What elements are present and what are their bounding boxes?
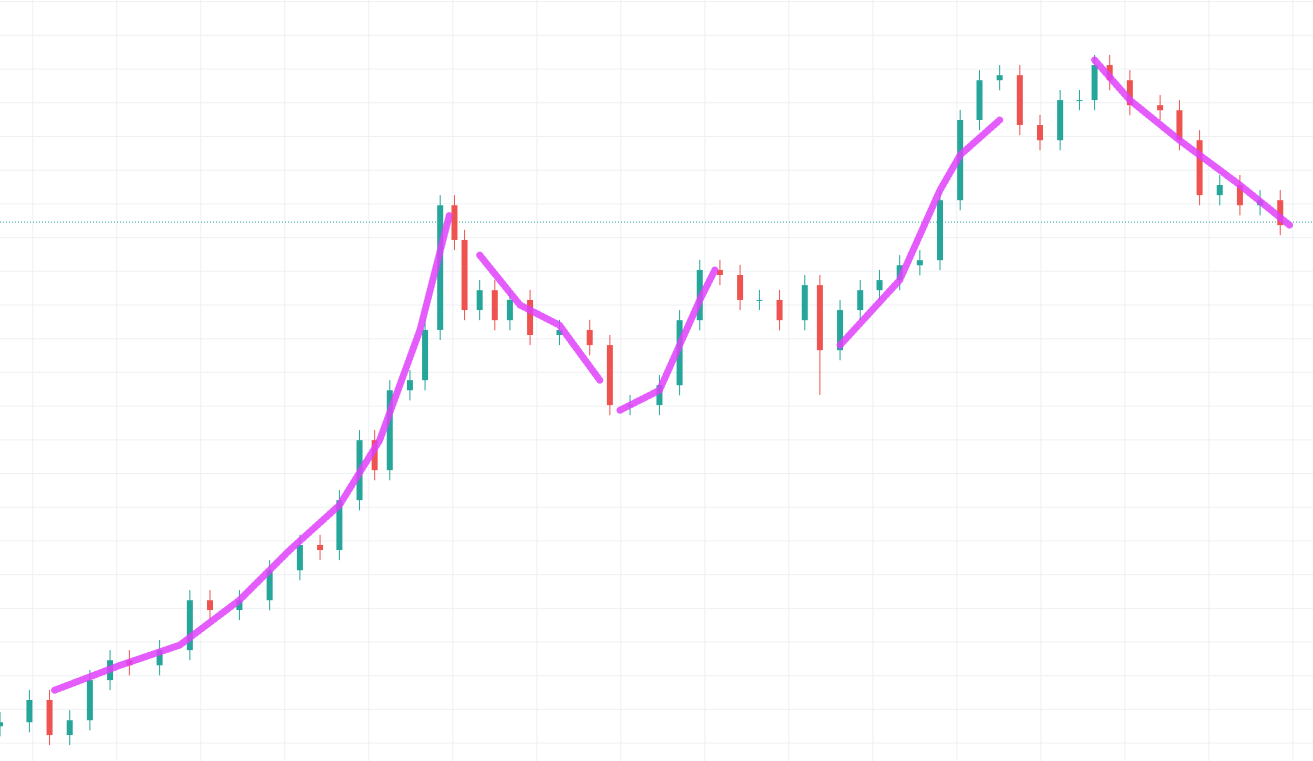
- candle-body: [1016, 75, 1023, 126]
- candle-body: [556, 329, 563, 336]
- candle-body: [66, 720, 73, 736]
- candle-body: [1216, 185, 1223, 196]
- candle-body: [422, 329, 429, 381]
- candle-body: [186, 600, 193, 651]
- candle-body: [857, 290, 864, 311]
- candle-body: [296, 544, 303, 571]
- candle-body: [1057, 100, 1064, 141]
- candle-body: [606, 345, 613, 406]
- candle-body: [207, 600, 214, 611]
- candle-body: [317, 544, 324, 551]
- candle-body: [1176, 110, 1183, 141]
- candle-body: [716, 269, 723, 276]
- candle-body: [1036, 125, 1043, 141]
- candle-body: [1091, 65, 1098, 101]
- candle-body: [1196, 140, 1203, 196]
- candle-body: [476, 290, 483, 311]
- candle-body: [437, 205, 444, 330]
- candle-body: [801, 285, 808, 321]
- candle-body: [461, 239, 468, 311]
- candle-body: [451, 205, 458, 240]
- candle-body: [0, 722, 3, 727]
- candle-body: [1277, 200, 1284, 226]
- candle-body: [491, 290, 498, 321]
- candle-body: [996, 75, 1003, 81]
- candle-body: [26, 699, 33, 723]
- candle-body: [776, 299, 783, 321]
- candle-body: [876, 280, 883, 291]
- candle-body: [506, 299, 513, 321]
- forecast-band: [51, 56, 1293, 694]
- candle-body: [1157, 105, 1164, 111]
- candle-body: [371, 440, 378, 471]
- candle-body: [837, 310, 844, 351]
- candle-body: [937, 200, 944, 261]
- candle-body: [656, 385, 663, 406]
- candle-body: [976, 80, 983, 120]
- candle-body: [1076, 100, 1083, 102]
- candle-body: [266, 570, 273, 601]
- candle-body: [756, 299, 763, 301]
- candle-body: [1236, 185, 1243, 206]
- candle-body: [737, 275, 744, 300]
- candle-body: [156, 650, 163, 666]
- candle-body: [586, 329, 593, 346]
- candle-body: [1126, 80, 1133, 106]
- candle-body: [406, 380, 413, 391]
- candle-body: [86, 680, 93, 721]
- candle-body: [386, 390, 393, 471]
- candle-body: [336, 500, 343, 551]
- candle-body: [527, 299, 534, 336]
- candle-body: [46, 699, 53, 736]
- candle-body: [816, 285, 823, 351]
- candle-body: [916, 260, 923, 266]
- candle-body: [236, 600, 243, 611]
